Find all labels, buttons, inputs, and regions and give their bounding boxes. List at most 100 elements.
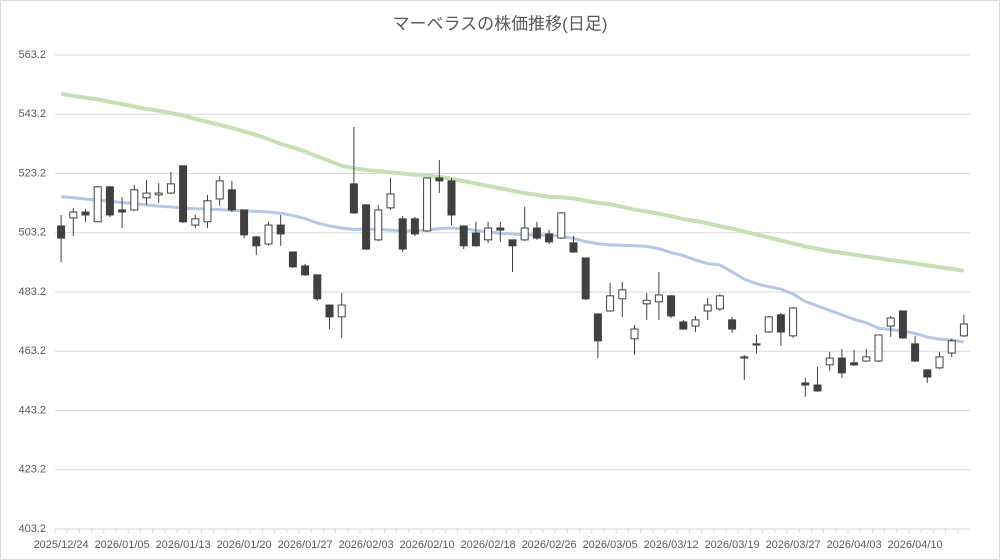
y-tick-label: 403.2 (18, 523, 46, 535)
y-tick-label: 443.2 (18, 404, 46, 416)
candle-body (325, 304, 334, 318)
candle-body (911, 343, 920, 362)
candle-body (179, 165, 188, 223)
candle-body (57, 225, 66, 239)
candle-body (654, 294, 663, 303)
candle-body (69, 211, 78, 219)
candle-body (947, 340, 956, 354)
candle-body (874, 334, 883, 362)
candle-body (154, 192, 163, 196)
candle-body (288, 251, 297, 268)
candle-body (764, 316, 773, 333)
candle-body (374, 209, 383, 241)
candle-body (715, 295, 724, 310)
moving-average-line (60, 195, 965, 344)
candle-body (93, 186, 102, 223)
candle-body (776, 314, 785, 333)
x-tick-label: 2026/02/03 (339, 539, 394, 551)
candle-body (471, 232, 480, 247)
candle-body (252, 236, 261, 247)
x-tick-label: 2026/02/18 (461, 539, 516, 551)
candle-body (557, 212, 566, 239)
candle-body (386, 193, 395, 209)
candle-body (337, 304, 346, 318)
candle-body (166, 183, 175, 194)
candle-body (630, 328, 639, 340)
candle-body (862, 356, 871, 362)
candle-body (410, 218, 419, 235)
candle-body (435, 177, 444, 182)
x-tick-label: 2026/03/12 (644, 539, 699, 551)
candle-body (569, 242, 578, 253)
x-tick-label: 2026/01/13 (156, 539, 211, 551)
y-tick-label: 523.2 (18, 167, 46, 179)
candle-body (703, 304, 712, 312)
candle-body (203, 200, 212, 223)
candle-body (496, 227, 505, 231)
y-tick-label: 423.2 (18, 464, 46, 476)
candle-body (130, 189, 139, 211)
candle-body (301, 265, 310, 276)
candle-body (532, 227, 541, 239)
x-tick-label: 2026/04/10 (888, 539, 943, 551)
candle-body (215, 180, 224, 200)
x-tick-label: 2026/03/19 (705, 539, 760, 551)
candle-body (679, 321, 688, 330)
candle-body (423, 177, 432, 232)
candle-body (923, 369, 932, 378)
candle-body (118, 209, 127, 213)
candle-body (691, 319, 700, 327)
x-tick-label: 2026/04/03 (827, 539, 882, 551)
candle-body (520, 227, 529, 241)
x-tick-label: 2025/12/24 (34, 539, 89, 551)
candle-body (825, 357, 834, 366)
x-tick-label: 2026/02/26 (522, 539, 577, 551)
candle-body (362, 204, 371, 250)
candle-body (886, 317, 895, 327)
x-tick-label: 2026/01/05 (95, 539, 150, 551)
y-tick-label: 463.2 (18, 345, 46, 357)
candle-body (264, 224, 273, 245)
candle-body (593, 313, 602, 342)
candle-body (618, 289, 627, 300)
candle-body (581, 257, 590, 300)
candle-body (105, 186, 114, 216)
y-tick-label: 483.2 (18, 286, 46, 298)
x-tick-label: 2026/01/27 (278, 539, 333, 551)
candle-body (508, 239, 517, 247)
x-tick-label: 2026/01/20 (217, 539, 272, 551)
candle-body (81, 211, 90, 216)
x-tick-label: 2026/02/10 (400, 539, 455, 551)
candle-body (545, 233, 554, 243)
candle-body (740, 356, 749, 359)
y-tick-label: 563.2 (18, 49, 46, 61)
candle-body (728, 319, 737, 330)
candle-body (801, 382, 810, 386)
chart-title: マーベラスの株価推移(日足) (393, 14, 608, 33)
candle-body (898, 310, 907, 339)
candle-body (935, 356, 944, 369)
candle-body (349, 183, 358, 214)
candle-body (240, 209, 249, 236)
x-tick-label: 2026/03/27 (766, 539, 821, 551)
x-tick-label: 2026/03/05 (583, 539, 638, 551)
candle-body (313, 274, 322, 300)
candle-body (484, 227, 493, 241)
candle-body (447, 180, 456, 216)
y-tick-label: 543.2 (18, 108, 46, 120)
candle-body (789, 307, 798, 337)
candle-body (959, 323, 968, 337)
moving-average-line (60, 91, 965, 273)
candle-body (142, 192, 151, 199)
candle-body (837, 357, 846, 374)
candle-body (276, 224, 285, 235)
candle-body (813, 384, 822, 392)
candle-body (752, 343, 761, 346)
candle-body (850, 362, 859, 366)
candle-body (459, 225, 468, 247)
candle-body (191, 218, 200, 226)
candle-body (227, 189, 236, 211)
candle-body (398, 218, 407, 250)
